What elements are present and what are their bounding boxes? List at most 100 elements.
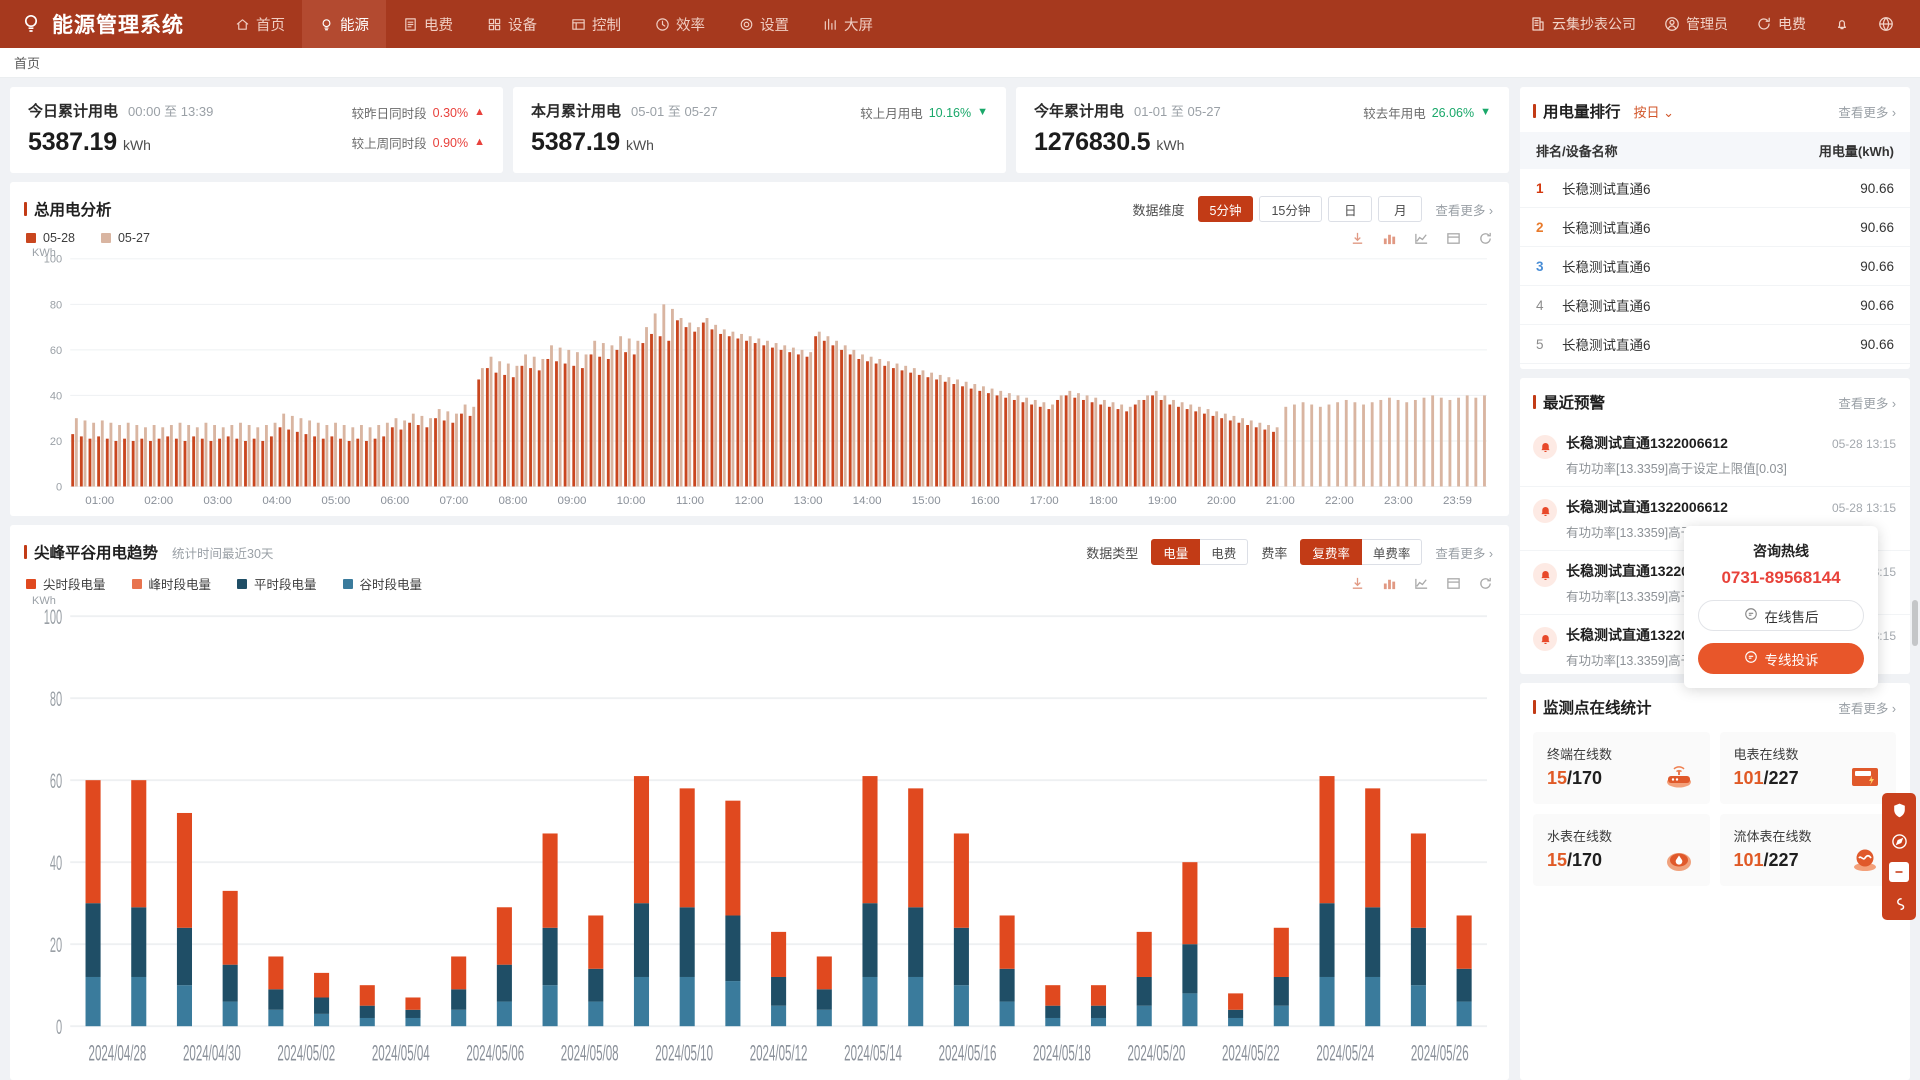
breadcrumb-item-home[interactable]: 首页 (14, 56, 41, 71)
table-row[interactable]: 6长稳测试直通690.66 (1520, 364, 1910, 369)
nav-item-1[interactable]: 能源 (302, 0, 386, 48)
datatype-option-1[interactable]: 电费 (1200, 539, 1249, 565)
monitor-card-1[interactable]: 电表在线数 101/227 (1719, 732, 1896, 804)
trend-legend-item-0[interactable]: 尖时段电量 (26, 574, 106, 593)
rate-option-1[interactable]: 单费率 (1361, 539, 1423, 565)
svg-text:0: 0 (56, 482, 62, 494)
svg-text:2024/05/04: 2024/05/04 (372, 1041, 430, 1066)
table-row[interactable]: 1 长稳测试直通6 90.66 (1520, 169, 1910, 208)
nav-item-5[interactable]: 效率 (638, 0, 722, 48)
header-action-1[interactable]: 管理员 (1650, 0, 1742, 48)
nav-item-label: 首页 (256, 17, 285, 34)
table-row[interactable]: 4 长稳测试直通6 90.66 (1520, 286, 1910, 325)
trend-legend-label: 谷时段电量 (359, 578, 423, 592)
bar-chart-icon[interactable] (1381, 576, 1397, 592)
nav-item-6[interactable]: 设置 (722, 0, 806, 48)
dimension-option-0[interactable]: 5分钟 (1197, 196, 1254, 222)
dimension-option-3[interactable]: 月 (1378, 196, 1423, 222)
monitor-card-text: 水表在线数 15/170 (1547, 826, 1612, 871)
left-column: 今日累计用电 00:00 至 13:39 5387.19 kWh 较昨日同时段 0.30%… (10, 87, 1509, 1080)
rank-device-name: 长稳测试直通6 (1562, 260, 1651, 275)
datatype-label: 数据类型 (1086, 545, 1139, 561)
trend-legend-item-3[interactable]: 谷时段电量 (342, 574, 423, 593)
refresh-icon[interactable] (1477, 230, 1493, 246)
total-panel-more[interactable]: 查看更多 › (1435, 203, 1493, 218)
table-row[interactable]: 5 长稳测试直通6 90.66 (1520, 325, 1910, 364)
contact-title: 咨询热线 (1753, 543, 1809, 559)
monitor-more[interactable]: 查看更多 › (1838, 701, 1896, 716)
svg-text:23:00: 23:00 (1384, 495, 1413, 507)
header-action-0[interactable]: 云集抄表公司 (1516, 0, 1650, 48)
alerts-more[interactable]: 查看更多 › (1838, 396, 1896, 411)
trend-panel-more[interactable]: 查看更多 › (1435, 546, 1493, 561)
legend-label-yesterday: 05-27 (117, 231, 150, 245)
minus-box-icon[interactable] (1889, 862, 1909, 882)
page-scrollbar[interactable] (1912, 600, 1918, 646)
svg-text:08:00: 08:00 (499, 495, 528, 507)
table-row[interactable]: 2 长稳测试直通6 90.66 (1520, 208, 1910, 247)
rank-value: 90.66 (1860, 219, 1894, 235)
accent-bar (1533, 700, 1536, 714)
ranking-selector[interactable]: 按日 ⌄ (1634, 102, 1675, 121)
refresh-icon[interactable] (1477, 576, 1493, 592)
nav-item-3[interactable]: 设备 (470, 0, 554, 48)
bar-chart-icon[interactable] (1381, 230, 1397, 246)
nav-item-2[interactable]: 电费 (386, 0, 470, 48)
monitor-card-3[interactable]: 流体表在线数 101/227 (1719, 814, 1896, 886)
table-row[interactable]: 3 长稳测试直通6 90.66 (1520, 247, 1910, 286)
header-action-3[interactable] (1820, 0, 1864, 48)
stat-range: 05-01 至 05-27 (631, 104, 718, 119)
complaint-button[interactable]: 专线投诉 (1698, 643, 1864, 674)
list-item[interactable]: 长稳测试直通1322006612 05-28 13:15 有功功率[13.3359]… (1520, 423, 1910, 487)
legend-swatch-today (26, 233, 36, 243)
rate-option-0[interactable]: 复费率 (1300, 539, 1362, 565)
stat-comparison-label: 较上月用电 (860, 107, 923, 121)
alert-time: 05-28 13:15 (1831, 437, 1896, 451)
trend-legend-item-1[interactable]: 峰时段电量 (131, 574, 211, 593)
nav-item-4[interactable]: 控制 (554, 0, 638, 48)
nav-item-0[interactable]: 首页 (218, 0, 302, 48)
ranking-panel: 用电量排行 按日 ⌄ 查看更多 › 排名/设备名称 用电量(kWh) 1 长稳测试… (1520, 87, 1910, 369)
ranking-more[interactable]: 查看更多 › (1838, 105, 1896, 120)
dimension-option-2[interactable]: 日 (1328, 196, 1373, 222)
svg-text:03:00: 03:00 (203, 495, 232, 507)
legend-item-0528[interactable]: 05-28 (26, 231, 75, 245)
alerts-header: 最近预警 查看更多 › (1520, 378, 1910, 423)
dimension-option-1[interactable]: 15分钟 (1259, 196, 1323, 222)
table-icon[interactable] (1445, 230, 1461, 246)
compass-icon[interactable] (1889, 831, 1909, 851)
contact-phone[interactable]: 0731-89568144 (1721, 568, 1841, 587)
line-chart-icon[interactable] (1413, 230, 1429, 246)
download-icon[interactable] (1349, 576, 1365, 592)
brand-title: 能源管理系统 (52, 14, 184, 37)
thread-icon[interactable] (1889, 893, 1909, 913)
bell-icon (1834, 16, 1850, 32)
nav-item-7[interactable]: 大屏 (806, 0, 890, 48)
line-chart-icon[interactable] (1413, 576, 1429, 592)
datatype-option-0[interactable]: 电量 (1151, 539, 1201, 565)
download-icon[interactable] (1349, 230, 1365, 246)
stat-comparison-1: 较上周同时段 0.90% ▲ (352, 133, 485, 152)
stat-value: 1276830.5 (1034, 128, 1151, 156)
monitor-card-text: 流体表在线数 101/227 (1734, 826, 1812, 871)
trend-chart: KWh 0 20 40 60 80 100 2024/04/28 2024/04/30 2024… (10, 593, 1509, 1080)
shield-icon[interactable] (1889, 800, 1909, 820)
trend-legend-item-2[interactable]: 平时段电量 (237, 574, 317, 593)
header-action-2[interactable]: 电费 (1742, 0, 1820, 48)
monitor-card-0[interactable]: 终端在线数 15/170 (1533, 732, 1710, 804)
monitor-card-2[interactable]: 水表在线数 15/170 (1533, 814, 1710, 886)
table-icon[interactable] (1445, 576, 1461, 592)
svg-text:07:00: 07:00 (439, 495, 468, 507)
online-support-button[interactable]: 在线售后 (1698, 600, 1864, 631)
total-panel-header: 总用电分析 数据维度 5分钟 15分钟日月 查看更多 › (10, 182, 1509, 222)
svg-text:2024/05/08: 2024/05/08 (561, 1041, 619, 1066)
arrow-down-icon: ▼ (1480, 106, 1491, 118)
trend-legend-swatch (26, 578, 36, 589)
legend-item-0527[interactable]: 05-27 (100, 231, 150, 245)
total-usage-panel: 总用电分析 数据维度 5分钟 15分钟日月 查看更多 › 05-28 05-27 (10, 182, 1509, 516)
rank-number: 3 (1536, 258, 1544, 274)
header-action-4[interactable] (1864, 0, 1908, 48)
monitor-card-label: 电表在线数 (1733, 747, 1799, 762)
ranking-rows: 1 长稳测试直通6 90.66 2 长稳测试直通6 90.66 3 长稳测试直通6 90.66 4… (1520, 169, 1910, 369)
